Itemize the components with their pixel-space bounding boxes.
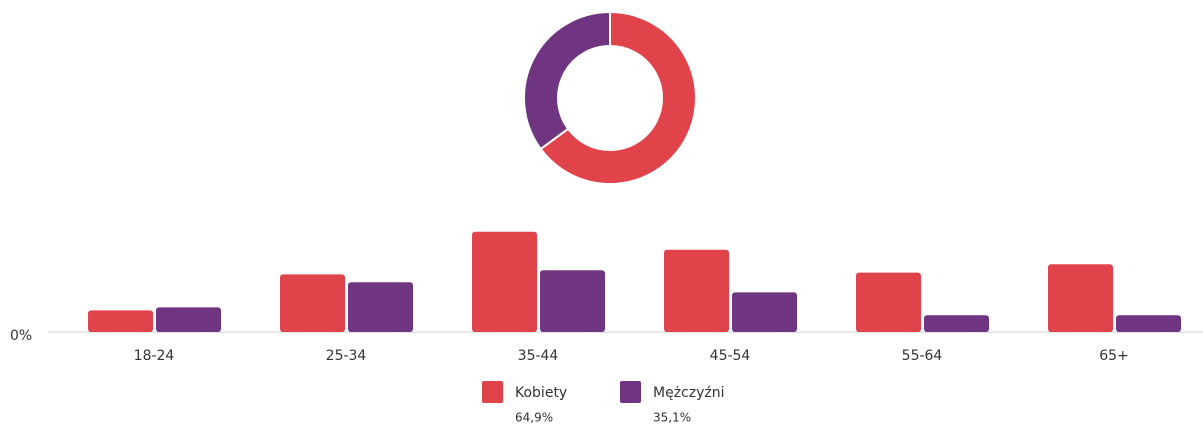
bar: Mężczyźni xyxy=(924,315,989,332)
y-tick-label: 0% xyxy=(10,328,32,344)
legend-swatch xyxy=(482,381,503,403)
legend-swatch xyxy=(620,381,641,403)
legend-value: 64,9% xyxy=(515,411,553,425)
bar: Kobiety xyxy=(664,249,729,332)
x-tick-label: 55-64 xyxy=(902,348,943,364)
bar: Kobiety xyxy=(280,274,345,332)
bar: Kobiety xyxy=(88,310,153,332)
bar: Mężczyźni xyxy=(1116,315,1181,332)
x-tick-label: 45-54 xyxy=(710,348,751,364)
x-tick-label: 35-44 xyxy=(518,348,559,364)
bar: Kobiety xyxy=(1048,264,1113,332)
donut-slice xyxy=(523,10,611,151)
x-tick-label: 25-34 xyxy=(326,348,367,364)
legend-value: 35,1% xyxy=(653,411,691,425)
bar: Mężczyźni xyxy=(156,307,221,332)
bar: Kobiety xyxy=(472,231,537,332)
bar: Mężczyźni xyxy=(348,282,413,332)
bar: Mężczyźni xyxy=(540,270,605,332)
x-tick-label: 65+ xyxy=(1099,348,1129,364)
donut-slice xyxy=(539,10,697,185)
x-tick-label: 18-24 xyxy=(134,348,175,364)
bar: Kobiety xyxy=(856,272,921,332)
legend-label: Kobiety xyxy=(515,385,567,401)
legend-label: Mężczyźni xyxy=(653,385,724,401)
bar: Mężczyźni xyxy=(732,292,797,332)
